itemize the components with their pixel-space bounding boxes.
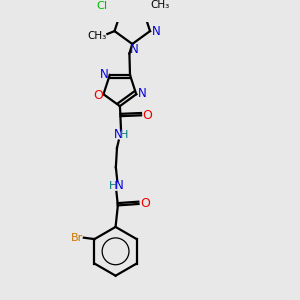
Text: Cl: Cl [97,1,108,11]
Text: N: N [100,68,108,81]
Text: N: N [138,87,146,100]
Text: CH₃: CH₃ [88,31,107,41]
Text: Br: Br [71,233,83,243]
Text: N: N [152,25,160,38]
Text: N: N [115,179,123,192]
Text: O: O [93,89,103,102]
Text: O: O [142,109,152,122]
Text: N: N [130,43,139,56]
Text: H: H [120,130,129,140]
Text: N: N [114,128,123,141]
Text: H: H [110,181,118,190]
Text: O: O [140,197,150,211]
Text: CH₃: CH₃ [150,0,170,10]
